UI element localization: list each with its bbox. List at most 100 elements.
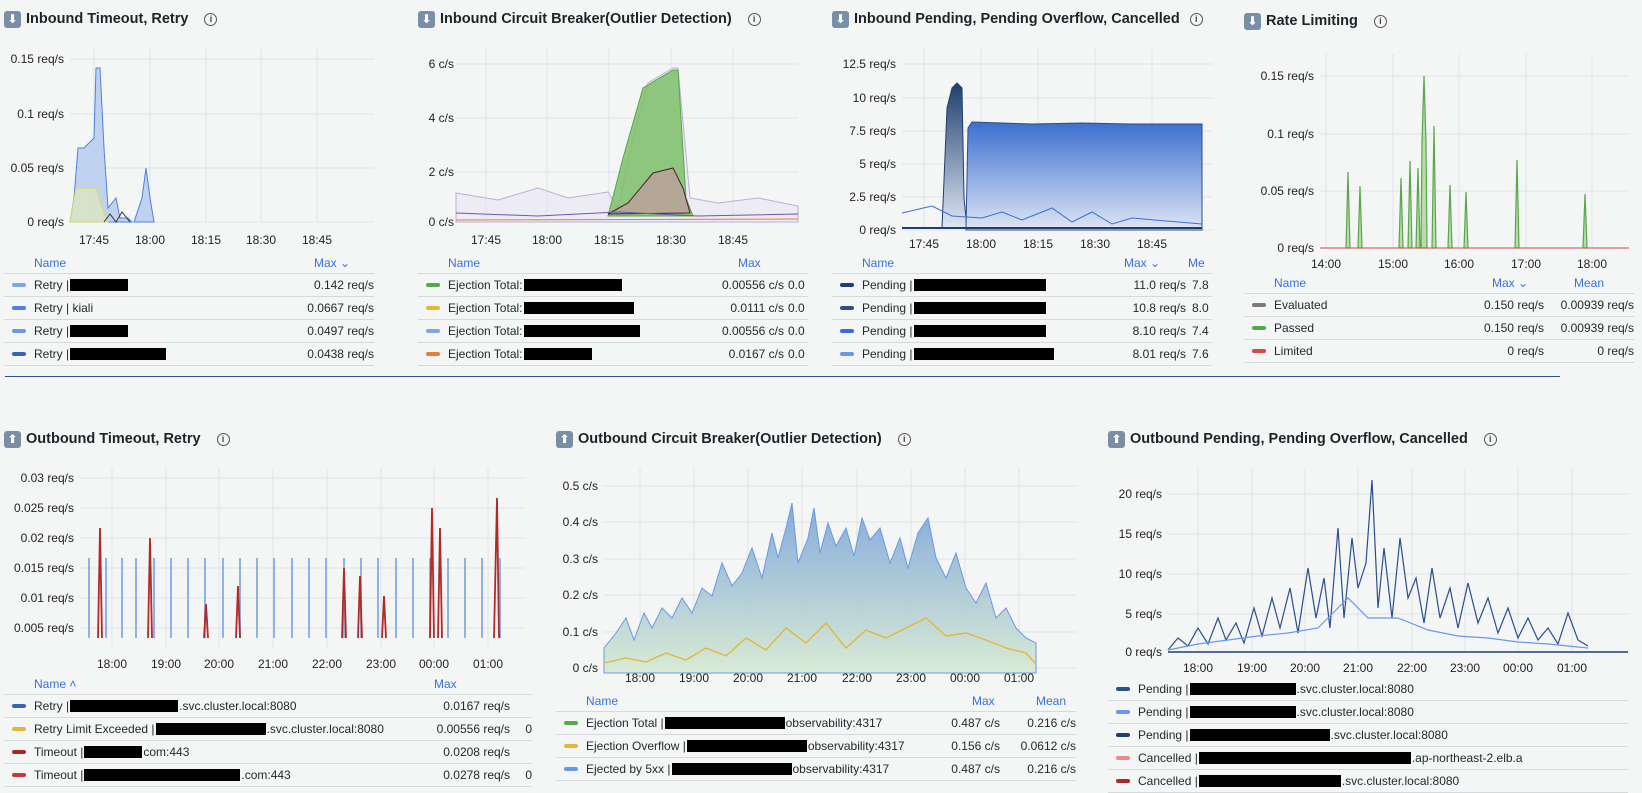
legend-row[interactable]: Pending | .svc.cluster.local:8080 bbox=[1108, 724, 1628, 747]
legend-row[interactable]: Cancelled | .svc.cluster.local:8080 bbox=[1108, 770, 1628, 793]
legend-header-mean[interactable]: Me bbox=[1188, 255, 1205, 270]
legend-row[interactable]: Retry Limit Exceeded | .svc.cluster.local… bbox=[4, 718, 532, 741]
x-tick: 18:15 bbox=[594, 233, 624, 247]
x-tick: 20:00 bbox=[733, 671, 763, 685]
legend-row[interactable]: Ejection Total: 0.00556 c/s 0.0 bbox=[418, 274, 808, 297]
panel-title[interactable]: ⬇ Inbound Pending, Pending Overflow, Canc… bbox=[832, 8, 1203, 30]
legend-row[interactable]: Retry | 0.0497 req/s bbox=[4, 320, 374, 343]
legend-header-mean[interactable]: Mean bbox=[1574, 275, 1605, 290]
legend-row[interactable]: Passed 0.150 req/s 0.00939 req/s bbox=[1244, 317, 1634, 340]
series-host: observability:4317 bbox=[785, 716, 883, 730]
y-tick: 0 c/s bbox=[429, 215, 454, 229]
legend-row[interactable]: Retry | .svc.cluster.local:8080 0.0167 req… bbox=[4, 695, 532, 718]
series-swatch bbox=[12, 727, 26, 731]
legend-row[interactable]: Pending | 8.01 req/s 7.6 bbox=[832, 343, 1212, 366]
legend-header-max[interactable]: Max bbox=[434, 676, 457, 691]
panel-inbound-pending: ⬇ Inbound Pending, Pending Overflow, Canc… bbox=[832, 8, 1212, 368]
panel-title[interactable]: ⬆ Outbound Timeout, Retry i bbox=[4, 428, 230, 450]
panel-title[interactable]: ⬆ Outbound Circuit Breaker(Outlier Detect… bbox=[556, 428, 911, 450]
legend-header-name[interactable]: Name bbox=[34, 255, 67, 270]
panel-title[interactable]: ⬇ Rate Limiting i bbox=[1244, 10, 1387, 32]
info-icon[interactable]: i bbox=[204, 12, 218, 26]
series-name: Timeout | bbox=[34, 768, 84, 782]
x-tick: 18:00 bbox=[966, 237, 996, 251]
legend-row[interactable]: Ejected by 5xx | observability:4317 0.487 … bbox=[556, 758, 1076, 781]
legend-header-name[interactable]: Name bbox=[862, 255, 895, 270]
legend-row[interactable]: Retry | 0.142 req/s bbox=[4, 274, 374, 297]
x-tick: 22:00 bbox=[842, 671, 872, 685]
chart-inbound-pending[interactable]: 12.5 req/s 10 req/s 7.5 req/s 5 req/s 2.… bbox=[832, 48, 1212, 253]
series-host: observability:4317 bbox=[792, 762, 890, 776]
panel-title[interactable]: ⬇ Inbound Timeout, Retry i bbox=[4, 8, 218, 30]
series-name: Evaluated bbox=[1274, 298, 1328, 312]
series-mean: 0.00939 req/s bbox=[1560, 298, 1634, 312]
chart-inbound-timeout[interactable]: 0.15 req/s 0.1 req/s 0.05 req/s 0 req/s … bbox=[4, 48, 384, 253]
x-tick: 00:00 bbox=[950, 671, 980, 685]
info-icon[interactable]: i bbox=[1373, 14, 1387, 28]
chart-outbound-circuit-breaker[interactable]: 0.5 c/s 0.4 c/s 0.3 c/s 0.2 c/s 0.1 c/s … bbox=[556, 468, 1086, 680]
series-swatch bbox=[840, 306, 854, 310]
panel-title[interactable]: ⬆ Outbound Pending, Pending Overflow, Can… bbox=[1108, 428, 1497, 450]
legend-row[interactable]: Timeout | .com:443 0.0278 req/s 0 bbox=[4, 764, 532, 787]
x-tick: 18:00 bbox=[97, 657, 127, 671]
series-mean: 0 bbox=[525, 722, 532, 736]
panel-title[interactable]: ⬇ Inbound Circuit Breaker(Outlier Detecti… bbox=[418, 8, 761, 30]
chart-outbound-pending[interactable]: 20 req/s 15 req/s 10 req/s 5 req/s 0 req… bbox=[1108, 468, 1638, 680]
legend-header-name[interactable]: Name bbox=[586, 693, 619, 708]
info-icon[interactable]: i bbox=[897, 432, 911, 446]
info-icon[interactable]: i bbox=[1483, 432, 1497, 446]
series-swatch bbox=[1116, 779, 1130, 783]
legend-row[interactable]: Evaluated 0.150 req/s 0.00939 req/s bbox=[1244, 294, 1634, 317]
legend-row[interactable]: Timeout | com:443 0.0208 req/s bbox=[4, 741, 532, 764]
section-divider bbox=[5, 376, 1560, 377]
legend-row[interactable]: Ejection Total: 0.0167 c/s 0.0 bbox=[418, 343, 808, 366]
series-name: Limited bbox=[1274, 344, 1313, 358]
legend-row[interactable]: Pending | 11.0 req/s 7.8 bbox=[832, 274, 1212, 297]
chart-outbound-timeout[interactable]: 0.03 req/s 0.025 req/s 0.02 req/s 0.015 … bbox=[4, 468, 532, 680]
legend-header-max[interactable]: Max ⌄ bbox=[1492, 275, 1529, 290]
series-swatch bbox=[840, 283, 854, 287]
x-tick: 18:00 bbox=[625, 671, 655, 685]
y-tick: 15 req/s bbox=[1119, 527, 1162, 541]
legend-table: Name Max ⌄ Retry | 0.142 req/s Retry | kia… bbox=[4, 252, 374, 366]
legend-row[interactable]: Cancelled | .ap-northeast-2.elb.a bbox=[1108, 747, 1628, 770]
y-tick: 20 req/s bbox=[1119, 487, 1162, 501]
info-icon[interactable]: i bbox=[216, 432, 230, 446]
series-host: .svc.cluster.local:8080 bbox=[179, 699, 297, 713]
legend-header-name[interactable]: Name bbox=[448, 255, 481, 270]
legend-row[interactable]: Ejection Total: 0.00556 c/s 0.0 bbox=[418, 320, 808, 343]
legend-row[interactable]: Ejection Total | observability:4317 0.487 … bbox=[556, 712, 1076, 735]
legend-row[interactable]: Pending | 10.8 req/s 8.0 bbox=[832, 297, 1212, 320]
x-tick: 22:00 bbox=[312, 657, 342, 671]
series-max: 0.0167 c/s bbox=[728, 347, 784, 361]
legend-table: Name Max ⌄ Mean Evaluated 0.150 req/s 0.0093… bbox=[1244, 272, 1634, 363]
series-swatch bbox=[1252, 326, 1266, 330]
series-swatch bbox=[1116, 687, 1130, 691]
info-icon[interactable]: i bbox=[747, 12, 761, 26]
x-tick: 18:00 bbox=[1183, 661, 1213, 675]
legend-header-max[interactable]: Max ⌄ bbox=[1124, 255, 1161, 270]
legend-header-name[interactable]: Name ˄ bbox=[34, 676, 77, 691]
legend-row[interactable]: Ejection Overflow | observability:4317 0.1… bbox=[556, 735, 1076, 758]
x-tick: 18:00 bbox=[135, 233, 165, 247]
x-tick: 19:00 bbox=[1237, 661, 1267, 675]
legend-row[interactable]: Retry | kiali 0.0667 req/s bbox=[4, 297, 374, 320]
series-name: Retry | bbox=[34, 324, 70, 338]
legend-header-max[interactable]: Max ⌄ bbox=[314, 255, 351, 270]
legend-header-mean[interactable]: Mean bbox=[1036, 693, 1067, 708]
legend-row[interactable]: Retry | 0.0438 req/s bbox=[4, 343, 374, 366]
info-icon[interactable]: i bbox=[1189, 12, 1203, 26]
legend-row[interactable]: Pending | .svc.cluster.local:8080 bbox=[1108, 701, 1628, 724]
legend-header-max[interactable]: Max bbox=[738, 255, 761, 270]
legend-row[interactable]: Pending | .svc.cluster.local:8080 bbox=[1108, 678, 1628, 701]
x-tick: 21:00 bbox=[1343, 661, 1373, 675]
chart-rate-limiting[interactable]: 0.15 req/s 0.1 req/s 0.05 req/s 0 req/s … bbox=[1244, 54, 1634, 279]
legend-row[interactable]: Ejection Total: 0.0111 c/s 0.0 bbox=[418, 297, 808, 320]
x-tick: 18:30 bbox=[246, 233, 276, 247]
legend-row[interactable]: Limited 0 req/s 0 req/s bbox=[1244, 340, 1634, 363]
legend-row[interactable]: Pending | 8.10 req/s 7.4 bbox=[832, 320, 1212, 343]
series-max: 0.0438 req/s bbox=[307, 347, 374, 361]
legend-header-max[interactable]: Max bbox=[972, 693, 995, 708]
legend-header-name[interactable]: Name bbox=[1274, 275, 1307, 290]
chart-inbound-circuit-breaker[interactable]: 6 c/s 4 c/s 2 c/s 0 c/s 17:45 18:00 18:1… bbox=[418, 48, 808, 253]
